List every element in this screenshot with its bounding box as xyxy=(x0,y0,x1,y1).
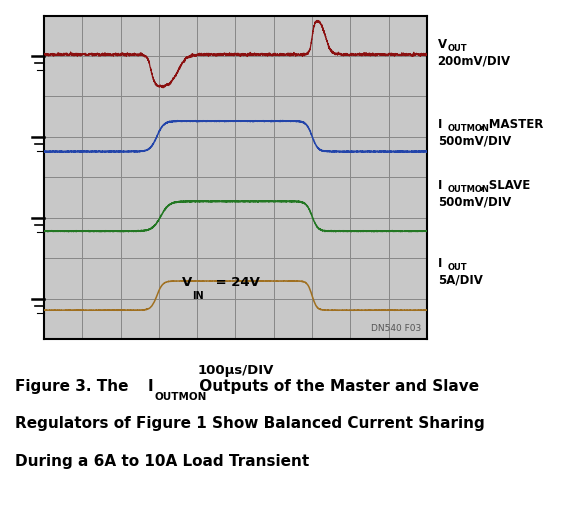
Text: 5A/DIV: 5A/DIV xyxy=(438,274,483,286)
Text: 500mV/DIV: 500mV/DIV xyxy=(438,196,511,209)
Text: , SLAVE: , SLAVE xyxy=(480,179,531,192)
Text: 500mV/DIV: 500mV/DIV xyxy=(438,134,511,147)
Text: OUTMON: OUTMON xyxy=(155,393,207,402)
Text: V: V xyxy=(438,38,447,51)
Text: IN: IN xyxy=(192,291,204,300)
Text: 100μs/DIV: 100μs/DIV xyxy=(197,364,274,377)
Text: , MASTER: , MASTER xyxy=(480,118,543,131)
Text: V: V xyxy=(182,276,192,289)
Text: OUTMON: OUTMON xyxy=(448,124,490,133)
Text: Regulators of Figure 1 Show Balanced Current Sharing: Regulators of Figure 1 Show Balanced Cur… xyxy=(15,416,484,431)
Text: Outputs of the Master and Slave: Outputs of the Master and Slave xyxy=(194,379,479,394)
Text: OUTMON: OUTMON xyxy=(448,185,490,194)
Text: During a 6A to 10A Load Transient: During a 6A to 10A Load Transient xyxy=(15,454,309,469)
Text: 200mV/DIV: 200mV/DIV xyxy=(438,55,511,68)
Text: I: I xyxy=(438,179,442,192)
Text: DN540 F03: DN540 F03 xyxy=(371,324,421,334)
Text: I: I xyxy=(438,118,442,131)
Text: I: I xyxy=(438,257,442,270)
Text: I: I xyxy=(147,379,153,394)
Text: OUT: OUT xyxy=(448,263,467,272)
Text: Figure 3. The: Figure 3. The xyxy=(15,379,133,394)
Text: = 24V: = 24V xyxy=(211,276,259,289)
Text: OUT: OUT xyxy=(448,45,467,53)
